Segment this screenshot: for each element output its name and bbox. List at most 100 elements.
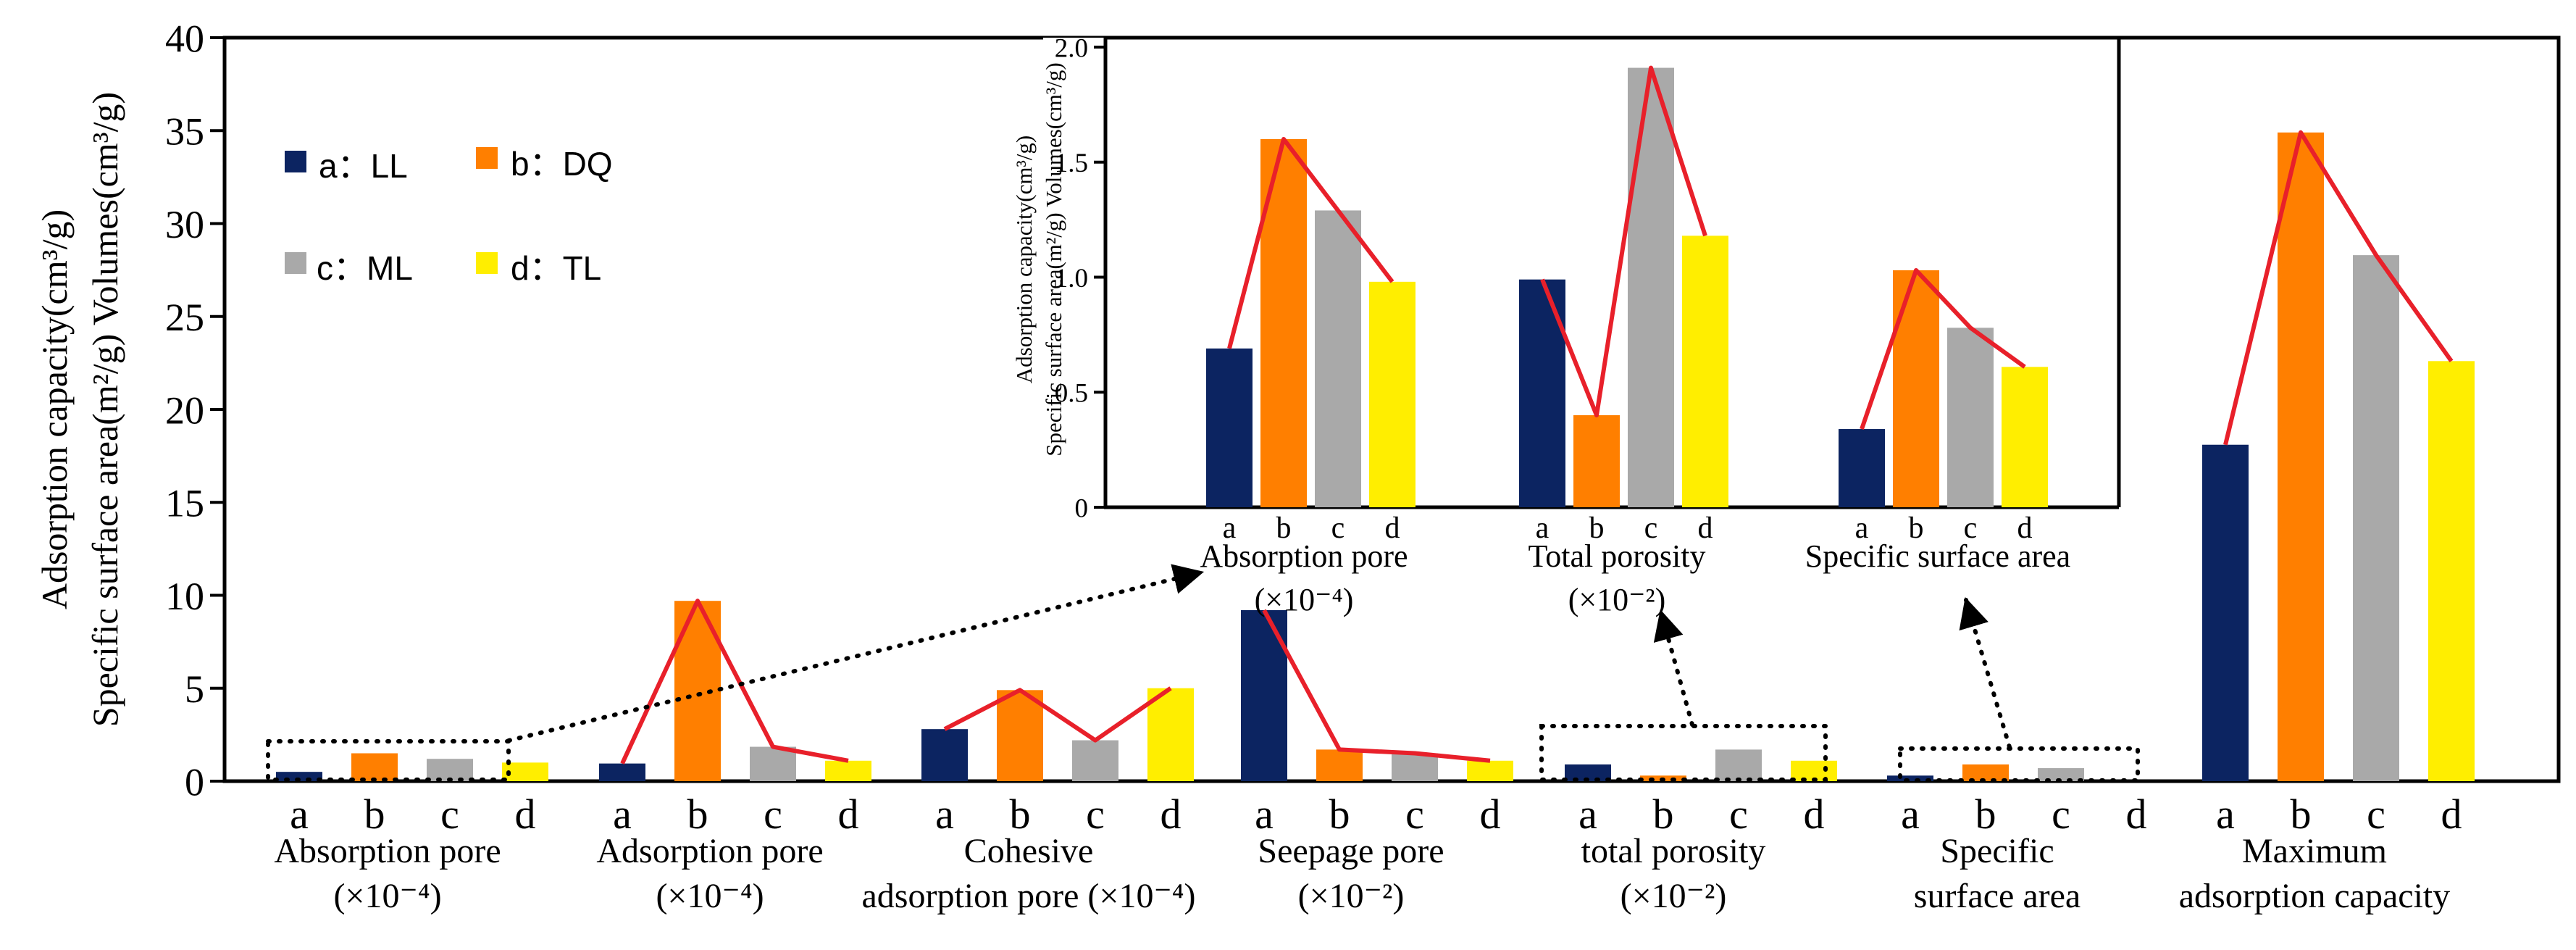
legend-swatch-b	[476, 147, 498, 169]
main-bar-label-a: a	[1578, 791, 1597, 838]
main-bar-adsorption-pore-c	[750, 746, 796, 781]
inset-bar-label-a: a	[1536, 512, 1550, 545]
main-group-label-absorption-pore-line-1: Absorption pore	[274, 832, 501, 870]
main-plot-marks: a b c d Absorption pore (×10⁻⁴) a b c d Adsorption…	[274, 130, 2475, 915]
main-group-1: a b c d Adsorption pore (×10⁻⁴)	[596, 599, 871, 915]
main-bar-label-b: b	[1653, 791, 1674, 838]
inset-bar-label-b: b	[1909, 512, 1924, 545]
main-bar-specific-a	[1887, 775, 1933, 781]
main-bar-seepage-pore-b	[1316, 749, 1363, 781]
main-group-label-absorption-pore-line-2: (×10⁻⁴)	[333, 877, 441, 915]
arrow-to-inset-absorption-pore	[506, 564, 1205, 743]
main-bar-label-c: c	[1405, 791, 1424, 838]
main-bar-label-c: c	[2052, 791, 2070, 838]
main-bar-cohesive-d	[1147, 688, 1194, 781]
inset-bar-absorption-pore-d	[1369, 281, 1415, 507]
inset-frame	[1105, 36, 2121, 507]
main-bar-absorption-pore-b	[351, 753, 398, 781]
main-bar-label-c: c	[1729, 791, 1748, 838]
inset-bar-label-d: d	[1385, 512, 1400, 545]
main-group-0: a b c d Absorption pore (×10⁻⁴)	[274, 753, 548, 915]
main-bar-label-b: b	[364, 791, 385, 838]
main-bar-label-d: d	[2126, 791, 2147, 838]
inset-bar-specific-surface-area-c	[1947, 328, 1994, 507]
main-bar-label-c: c	[1086, 791, 1105, 838]
main-bar-label-b: b	[2291, 791, 2312, 838]
legend-label-b: b：DQ	[511, 145, 613, 183]
main-bar-label-a: a	[935, 791, 954, 838]
main-ytick-label-0: 0	[185, 760, 204, 804]
inset-ytick-label-3: 1.5	[1055, 149, 1088, 178]
inset-bar-label-c: c	[1644, 512, 1658, 545]
main-bar-label-c: c	[2367, 791, 2385, 838]
main-bar-cohesive-b	[997, 690, 1043, 781]
main-bar-label-d: d	[838, 791, 859, 838]
highlight-box-absorption-pore	[266, 739, 511, 782]
main-bar-cohesive-c	[1072, 740, 1118, 781]
inset-ylabel-line-1: Adsorption capacity(cm³/g)	[1011, 136, 1037, 383]
main-bar-total-porosity-c	[1715, 749, 1762, 781]
inset-group-label-total-porosity-line-2: (×10⁻²)	[1568, 582, 1666, 617]
main-bar-label-b: b	[1010, 791, 1031, 838]
main-bar-label-a: a	[290, 791, 309, 838]
inset-bar-specific-surface-area-a	[1839, 429, 1885, 507]
inset-bar-label-d: d	[1698, 512, 1713, 545]
main-bar-seepage-pore-d	[1467, 760, 1513, 781]
inset-group-label-total-porosity-line-1: Total porosity	[1528, 538, 1705, 574]
main-trend-line-seepage-pore	[1262, 609, 1491, 763]
main-bar-label-d: d	[2441, 791, 2462, 838]
main-group-label-cohesive-line-1: Cohesive	[964, 832, 1094, 870]
inset-trend-line-specific-surface-area	[1860, 267, 2026, 430]
main-bar-adsorption-pore-d	[825, 760, 871, 781]
main-group-label-specific-line-1: Specific	[1940, 832, 2054, 870]
main-bar-label-b: b	[687, 791, 708, 838]
inset-bar-absorption-pore-a	[1206, 348, 1253, 507]
legend-label-d: d：TL	[511, 249, 601, 287]
main-group-label-cohesive-line-2: adsorption pore (×10⁻⁴)	[861, 877, 1195, 915]
main-group-label-maximum-line-2: adsorption capacity	[2179, 877, 2451, 915]
main-bar-adsorption-pore-a	[599, 763, 645, 781]
main-group-3: a b c d Seepage pore (×10⁻²)	[1241, 609, 1513, 915]
main-group-label-seepage-pore-line-1: Seepage pore	[1258, 832, 1444, 870]
inset-bar-total-porosity-d	[1682, 236, 1728, 507]
main-bar-seepage-pore-c	[1392, 753, 1438, 781]
inset-bar-total-porosity-b	[1573, 415, 1620, 507]
legend-swatch-c	[285, 252, 306, 274]
main-group-label-total-porosity-line-1: total porosity	[1581, 832, 1766, 870]
main-ylabel-line-1: Adsorption capacity(cm³/g)	[34, 209, 75, 609]
main-group-label-adsorption-pore-line-1: Adsorption pore	[596, 832, 823, 870]
main-group-label-adsorption-pore-line-2: (×10⁻⁴)	[656, 877, 764, 915]
main-bar-label-c: c	[440, 791, 459, 838]
legend-swatch-d	[476, 252, 498, 274]
main-ylabel-line-2: Specific surface area(m²/g) Volumes(cm³/…	[85, 92, 125, 727]
inset-bar-specific-surface-area-b	[1893, 270, 1939, 507]
inset-ytick-label-1: 0.5	[1055, 379, 1088, 409]
inset-y-axis: 0 0.5 1.0 1.5 2.0	[1055, 33, 1105, 523]
main-trend-line-adsorption-pore	[620, 599, 849, 764]
main-bar-cohesive-a	[921, 729, 968, 781]
main-bar-specific-c	[2038, 768, 2084, 781]
main-ytick-label-3: 15	[165, 482, 204, 525]
main-group-label-seepage-pore-line-2: (×10⁻²)	[1298, 877, 1405, 915]
inset-bar-specific-surface-area-d	[2002, 367, 2048, 507]
legend-swatch-a	[285, 151, 306, 172]
main-bar-label-d: d	[1480, 791, 1501, 838]
inset-bar-absorption-pore-c	[1315, 210, 1361, 507]
inset-bar-label-c: c	[1331, 512, 1345, 545]
highlight-box-total-porosity	[1539, 724, 1828, 782]
legend-label-c: c：ML	[317, 249, 413, 287]
main-trend-line-cohesive	[943, 686, 1172, 743]
main-bar-label-d: d	[1804, 791, 1825, 838]
inset-group-label-specific-surface-area-line-1: Specific surface area	[1805, 538, 2070, 574]
main-bar-total-porosity-a	[1565, 764, 1611, 781]
inset-trend-line-absorption-pore	[1227, 137, 1394, 349]
inset-bar-label-b: b	[1589, 512, 1605, 545]
main-group-2: a b c d Cohesive adsorption pore (×10⁻⁴)	[861, 686, 1196, 915]
main-bar-label-a: a	[613, 791, 632, 838]
main-group-6: a b c d Maximum adsorption capacity	[2179, 130, 2475, 915]
inset-bar-label-b: b	[1276, 512, 1292, 545]
